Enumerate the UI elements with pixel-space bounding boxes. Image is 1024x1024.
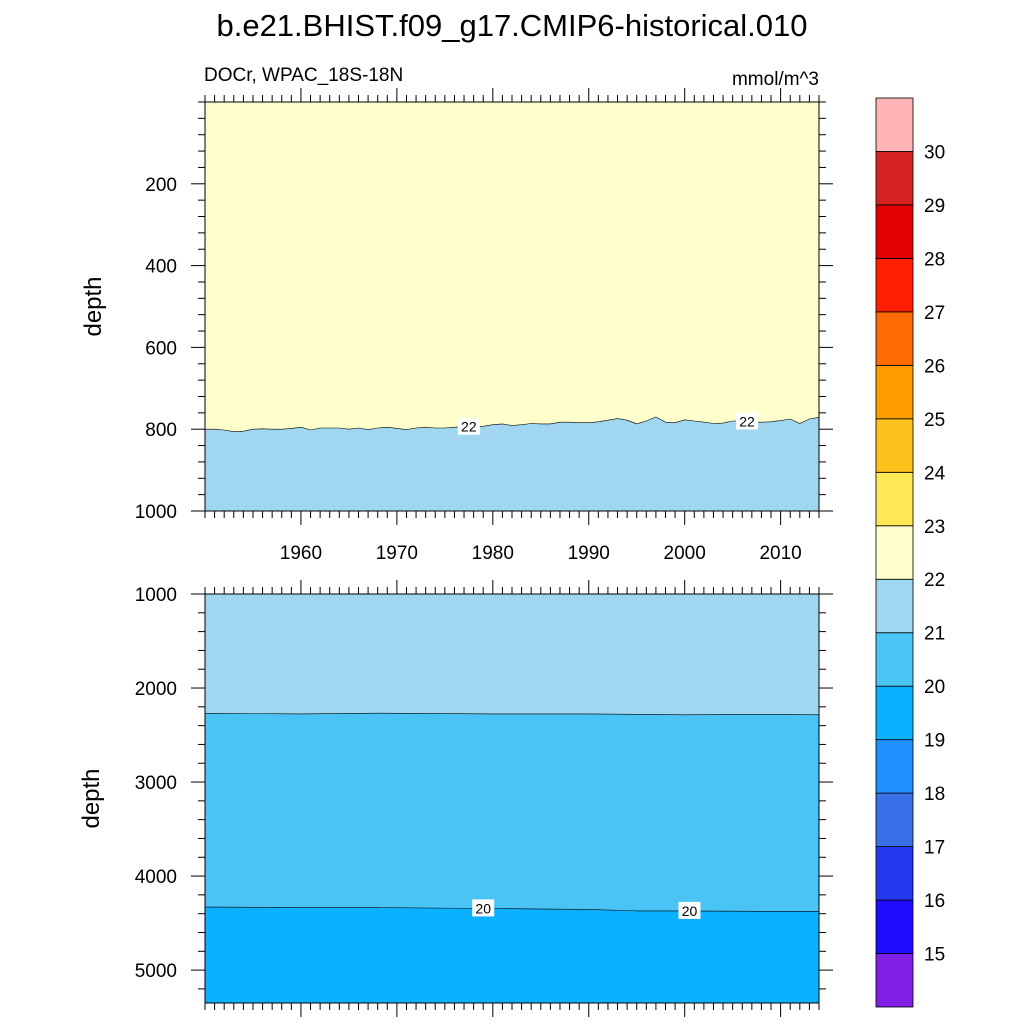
colorbar-swatch bbox=[875, 846, 914, 901]
contour-label-box bbox=[472, 899, 495, 917]
x-tick-label: 1980 bbox=[472, 543, 514, 564]
fill-region-22 bbox=[205, 416, 819, 511]
panel-lower: 20 20 1000 2000 3000 4000 5000 depth bbox=[78, 580, 833, 1017]
contour-label: 20 bbox=[475, 900, 491, 916]
colorbar-label: 28 bbox=[924, 249, 945, 270]
colorbar-swatch bbox=[875, 418, 914, 473]
colorbar-label: 18 bbox=[924, 784, 945, 805]
colorbar-label: 16 bbox=[924, 891, 945, 912]
colorbar-swatch bbox=[875, 578, 914, 634]
colorbar-swatch bbox=[875, 525, 914, 580]
colorbar-swatch bbox=[875, 685, 914, 741]
x-tick-label: 1970 bbox=[376, 543, 418, 564]
colorbar-swatch bbox=[875, 899, 914, 954]
colorbar-label: 17 bbox=[924, 838, 945, 859]
y-tick-label: 200 bbox=[145, 175, 177, 196]
colorbar-swatch bbox=[875, 792, 914, 847]
colorbar-swatch bbox=[875, 632, 914, 687]
x-tick-label: 1960 bbox=[280, 543, 322, 564]
contour-line-20 bbox=[205, 906, 819, 912]
contour-label: 22 bbox=[739, 413, 755, 429]
y-axis-label: depth bbox=[78, 768, 105, 828]
right-subtitle: mmol/m^3 bbox=[732, 69, 819, 90]
x-tick-label: 1990 bbox=[568, 543, 610, 564]
left-subtitle: DOCr, WPAC_18S-18N bbox=[204, 65, 403, 86]
y-tick-label: 400 bbox=[145, 257, 177, 278]
colorbar-label: 29 bbox=[924, 196, 945, 217]
x-tick-label: 2010 bbox=[759, 543, 801, 564]
contour-label: 20 bbox=[682, 903, 698, 919]
panel-upper: 22 22 200 400 600 800 1000 1960 1970 1980 1990 2000… bbox=[80, 88, 833, 564]
colorbar-label: 26 bbox=[924, 356, 945, 377]
colorbar-swatch bbox=[875, 97, 914, 152]
contour-label-box bbox=[678, 901, 701, 919]
colorbar-label: 15 bbox=[924, 945, 945, 966]
contour-line-21 bbox=[205, 712, 820, 716]
colorbar-label: 22 bbox=[924, 570, 945, 591]
y-tick-label: 600 bbox=[145, 338, 177, 359]
y-tick-label: 1000 bbox=[135, 502, 177, 523]
colorbar-swatch bbox=[875, 364, 914, 420]
x-tick-label: 2000 bbox=[664, 543, 706, 564]
colorbar-swatch bbox=[875, 258, 914, 313]
colorbar-label: 25 bbox=[924, 410, 945, 431]
contour-line-22 bbox=[205, 416, 820, 433]
colorbar-label: 23 bbox=[924, 517, 945, 538]
contour-label-box bbox=[736, 412, 759, 430]
chart-title: b.e21.BHIST.f09_g17.CMIP6-historical.010 bbox=[216, 8, 807, 43]
contour-label: 22 bbox=[461, 419, 477, 435]
colorbar: 15 16 17 18 19 20 21 22 23 24 25 26 27 28 29 30 bbox=[875, 97, 946, 1008]
colorbar-swatch bbox=[875, 204, 914, 259]
colorbar-swatch bbox=[875, 471, 914, 527]
y-tick-label: 1000 bbox=[135, 585, 177, 606]
colorbar-label: 24 bbox=[924, 463, 946, 484]
y-tick-label: 4000 bbox=[135, 867, 177, 888]
y-axis-label: depth bbox=[80, 276, 107, 336]
colorbar-swatch bbox=[875, 739, 914, 794]
colorbar-swatch bbox=[875, 151, 914, 206]
colorbar-label: 21 bbox=[924, 624, 945, 645]
contour-panels: 22 22 200 400 600 800 1000 1960 1970 1980 1990 2000… bbox=[78, 88, 833, 1017]
y-tick-label: 5000 bbox=[135, 961, 177, 982]
y-tick-label: 2000 bbox=[135, 679, 177, 700]
fill-region-20 bbox=[205, 907, 819, 1003]
colorbar-label: 20 bbox=[924, 677, 945, 698]
colorbar-label: 27 bbox=[924, 303, 945, 324]
contour-label-box bbox=[457, 417, 480, 435]
colorbar-swatch bbox=[875, 953, 914, 1008]
colorbar-label: 19 bbox=[924, 731, 945, 752]
y-tick-label: 800 bbox=[145, 420, 177, 441]
colorbar-label: 30 bbox=[924, 142, 945, 163]
colorbar-swatch bbox=[875, 311, 914, 366]
y-tick-label: 3000 bbox=[135, 773, 177, 794]
